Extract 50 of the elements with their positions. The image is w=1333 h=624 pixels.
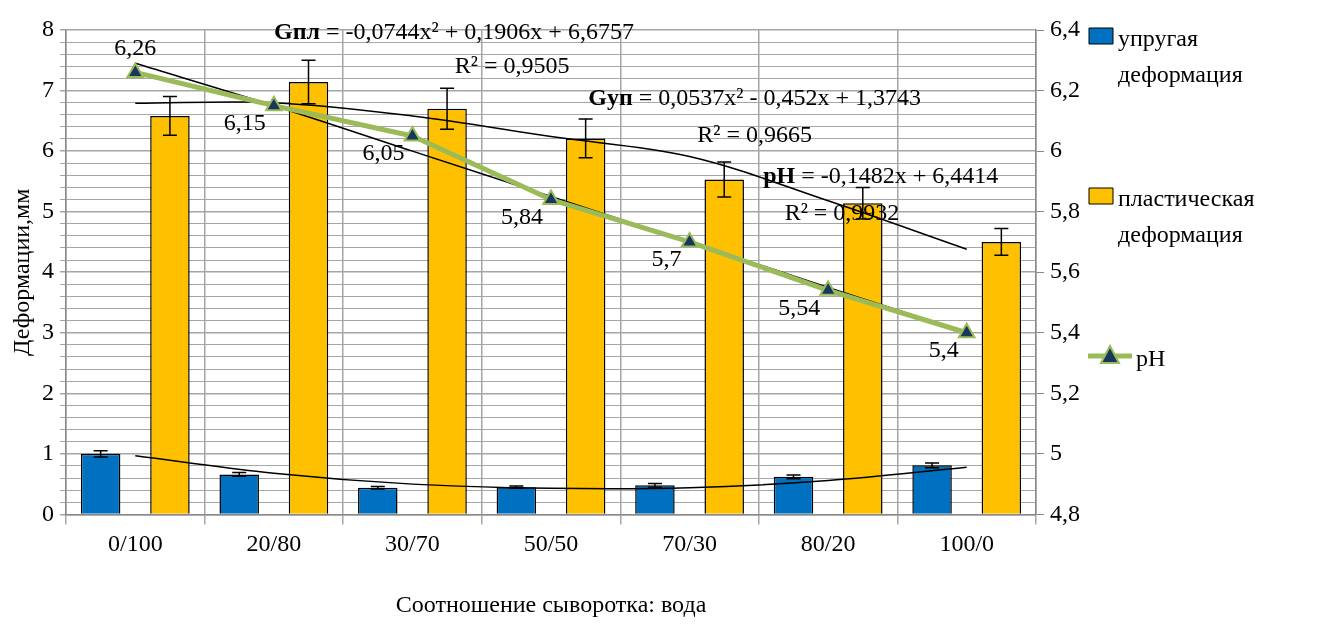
x-tick-label: 30/70 [385, 530, 440, 557]
y-tick-label: 4 [42, 257, 54, 284]
annotation: R² = 0,9505 [454, 52, 570, 79]
y2-tick-label: 5,2 [1050, 378, 1080, 405]
point [957, 322, 976, 339]
data-label: 5,7 [651, 245, 682, 272]
y-tick-label: 7 [42, 75, 54, 102]
y-axis-title: Деформации,мм [7, 188, 34, 356]
y2-tick-label: 5,6 [1050, 257, 1080, 284]
legend-label: пластическая деформация [1118, 184, 1256, 249]
annotation: pH = -0,1482x + 6,4414 [763, 161, 999, 188]
x-tick-label: 100/0 [939, 530, 995, 557]
y-tick-label: 1 [42, 439, 54, 466]
x-axis-title: Соотношение сыворотка: вода [395, 590, 707, 617]
point [819, 280, 837, 296]
y2-tick-label: 6,2 [1050, 75, 1080, 102]
x-tick-label: 70/30 [662, 530, 717, 557]
point [680, 231, 699, 248]
annotation: R² = 0,9665 [697, 121, 813, 148]
data-label: 5,4 [928, 336, 959, 363]
point [126, 62, 145, 78]
y2-tick-label: 5,8 [1050, 196, 1080, 223]
legend-label: pH [1136, 344, 1167, 373]
x-tick-label: 80/20 [800, 530, 856, 557]
y2-tick-label: 4,8 [1050, 499, 1080, 526]
point [403, 125, 422, 142]
data-label: 6,15 [223, 108, 266, 135]
y2-tick-label: 6 [1050, 136, 1062, 163]
y-tick-label: 8 [42, 15, 54, 42]
annotation: Gпл = -0,0744x² + 0,1906x + 6,6757 [274, 18, 634, 45]
data-label: 6,05 [362, 139, 405, 166]
data-label: 5,84 [501, 202, 543, 229]
y2-tick-label: 5 [1050, 439, 1062, 466]
point [265, 95, 283, 112]
y2-tick-label: 5,4 [1050, 318, 1080, 345]
y-tick-label: 5 [42, 196, 54, 223]
y-tick-label: 3 [42, 318, 54, 345]
x-tick-label: 50/50 [523, 530, 579, 557]
y2-tick-label: 6,4 [1050, 15, 1080, 42]
data-label: 6,26 [114, 33, 157, 60]
x-tick-label: 0/100 [107, 530, 163, 557]
legend-label: упругая деформация [1118, 24, 1244, 89]
y-tick-label: 0 [42, 499, 54, 526]
point [542, 189, 560, 206]
annotation: Gуп = 0,0537x² - 0,452x + 1,3743 [588, 83, 922, 110]
y-tick-label: 6 [42, 136, 54, 163]
x-tick-label: 20/80 [246, 530, 302, 557]
annotation: R² = 0,9932 [784, 199, 900, 226]
data-label: 5,54 [778, 293, 821, 320]
y-tick-label: 2 [42, 378, 54, 405]
